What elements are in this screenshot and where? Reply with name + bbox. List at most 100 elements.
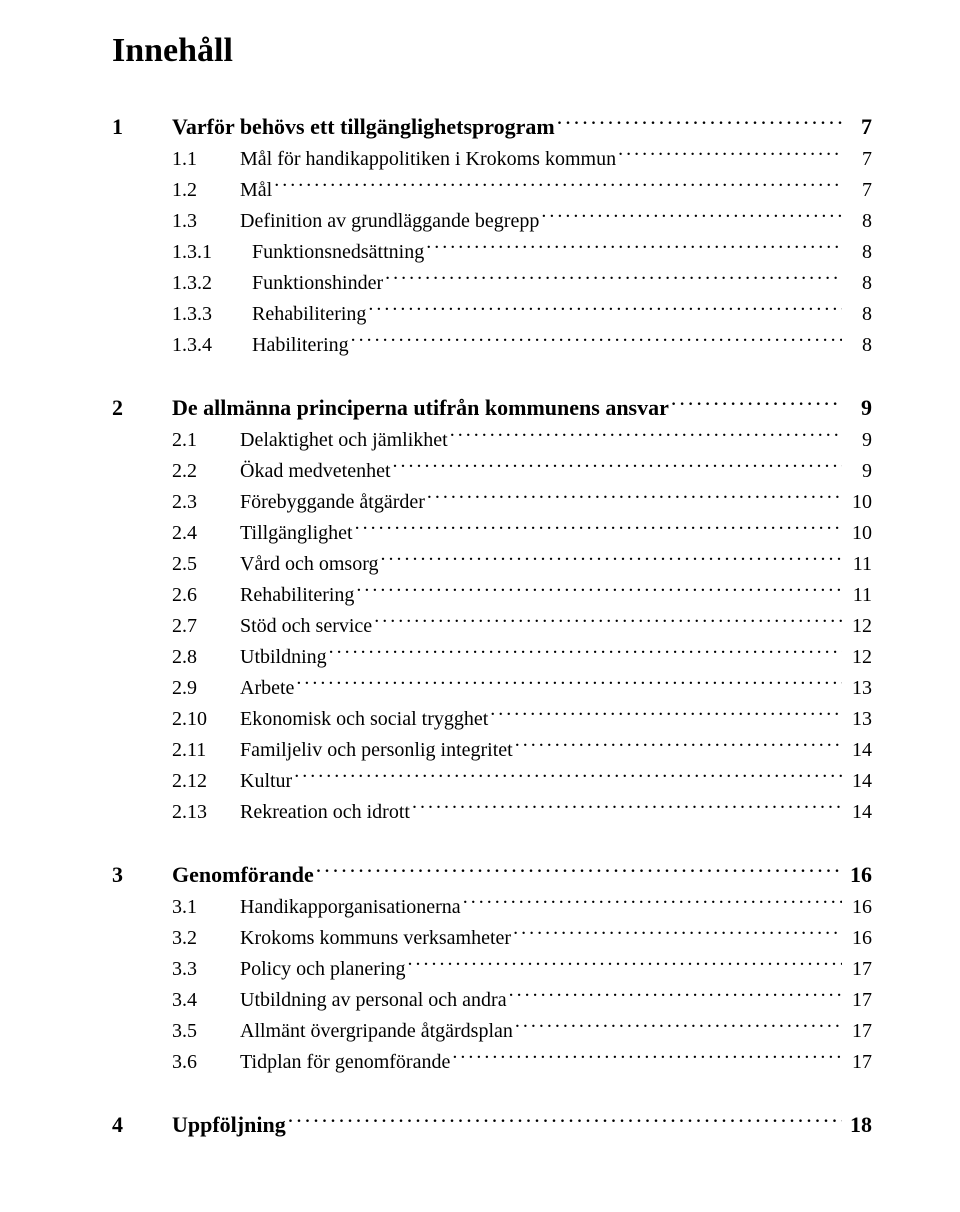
toc-entry-number: 2.12 — [112, 766, 240, 797]
toc-entry-page: 17 — [844, 985, 872, 1016]
toc-leader — [274, 176, 842, 196]
toc-entry: 1.1Mål för handikappolitiken i Krokoms k… — [112, 144, 872, 175]
toc-leader — [509, 986, 842, 1006]
toc-leader — [427, 488, 842, 508]
toc-entry-number: 1.3.1 — [112, 237, 252, 268]
toc-entry-number: 2 — [112, 391, 172, 425]
toc-entry: 2.4Tillgänglighet10 — [112, 518, 872, 549]
toc-entry: 3.2Krokoms kommuns verksamheter16 — [112, 923, 872, 954]
toc-entry: 1.3.4Habilitering8 — [112, 330, 872, 361]
toc-leader — [356, 581, 842, 601]
toc-entry-number: 4 — [112, 1108, 172, 1142]
toc-entry-page: 7 — [844, 175, 872, 206]
toc-leader — [329, 643, 842, 663]
toc-entry-page: 8 — [844, 330, 872, 361]
table-of-contents: 1Varför behövs ett tillgänglighetsprogra… — [112, 110, 872, 1142]
toc-entry: 2.12Kultur14 — [112, 766, 872, 797]
toc-leader — [316, 860, 842, 882]
toc-entry-page: 9 — [844, 456, 872, 487]
toc-entry-number: 2.8 — [112, 642, 240, 673]
toc-entry: 2.5Vård och omsorg11 — [112, 549, 872, 580]
toc-entry-label: Policy och planering — [240, 954, 406, 985]
toc-leader — [296, 674, 842, 694]
toc-entry-page: 13 — [844, 673, 872, 704]
toc-entry: 1.3Definition av grundläggande begrepp8 — [112, 206, 872, 237]
toc-leader — [541, 207, 842, 227]
toc-leader — [355, 519, 842, 539]
toc-entry-number: 3.2 — [112, 923, 240, 954]
toc-entry-page: 17 — [844, 1016, 872, 1047]
toc-entry-number: 1.3 — [112, 206, 240, 237]
toc-leader — [408, 955, 842, 975]
toc-entry: 1.2Mål7 — [112, 175, 872, 206]
toc-entry: 3.1Handikapporganisationerna16 — [112, 892, 872, 923]
toc-leader — [426, 238, 842, 258]
toc-entry: 2.11Familjeliv och personlig integritet1… — [112, 735, 872, 766]
toc-entry-number: 1.1 — [112, 144, 240, 175]
toc-entry-label: Utbildning av personal och andra — [240, 985, 507, 1016]
toc-entry-number: 2.5 — [112, 549, 240, 580]
toc-section: 3Genomförande163.1Handikapporganisatione… — [112, 858, 872, 1078]
toc-entry-number: 3.3 — [112, 954, 240, 985]
toc-entry-label: Tillgänglighet — [240, 518, 353, 549]
toc-entry-label: Utbildning — [240, 642, 327, 673]
toc-entry-number: 1.3.2 — [112, 268, 252, 299]
toc-entry-page: 12 — [844, 642, 872, 673]
toc-entry: 2.13Rekreation och idrott14 — [112, 797, 872, 828]
toc-entry-page: 11 — [844, 549, 872, 580]
toc-entry-label: Mål för handikappolitiken i Krokoms komm… — [240, 144, 616, 175]
toc-entry-label: Kultur — [240, 766, 292, 797]
toc-entry-page: 17 — [844, 1047, 872, 1078]
toc-entry-label: Allmänt övergripande åtgärdsplan — [240, 1016, 513, 1047]
toc-leader — [374, 612, 842, 632]
toc-entry-page: 16 — [844, 923, 872, 954]
toc-entry-page: 8 — [844, 299, 872, 330]
toc-entry-page: 12 — [844, 611, 872, 642]
toc-entry-label: Genomförande — [172, 858, 314, 892]
toc-leader — [294, 767, 842, 787]
toc-entry-page: 7 — [844, 110, 872, 144]
toc-leader — [490, 705, 842, 725]
toc-entry-page: 10 — [844, 487, 872, 518]
toc-entry-page: 13 — [844, 704, 872, 735]
toc-entry-label: Tidplan för genomförande — [240, 1047, 450, 1078]
toc-section: 2De allmänna principerna utifrån kommune… — [112, 391, 872, 828]
toc-leader — [557, 112, 842, 134]
toc-leader — [288, 1110, 842, 1132]
toc-entry: 2.3Förebyggande åtgärder10 — [112, 487, 872, 518]
toc-section: 4Uppföljning18 — [112, 1108, 872, 1142]
toc-entry-number: 2.13 — [112, 797, 240, 828]
toc-entry-label: Funktionsnedsättning — [252, 237, 424, 268]
toc-leader — [671, 393, 842, 415]
toc-entry-label: Rekreation och idrott — [240, 797, 410, 828]
toc-entry: 3.6Tidplan för genomförande 17 — [112, 1047, 872, 1078]
toc-entry-label: Stöd och service — [240, 611, 372, 642]
toc-entry-number: 2.6 — [112, 580, 240, 611]
toc-entry-page: 10 — [844, 518, 872, 549]
toc-entry-number: 2.7 — [112, 611, 240, 642]
toc-entry-label: Habilitering — [252, 330, 349, 361]
toc-entry-number: 3.6 — [112, 1047, 240, 1078]
toc-entry: 1.3.2Funktionshinder8 — [112, 268, 872, 299]
toc-entry: 1Varför behövs ett tillgänglighetsprogra… — [112, 110, 872, 144]
toc-leader — [618, 145, 842, 165]
toc-leader — [463, 893, 842, 913]
toc-entry: 2.6Rehabilitering11 — [112, 580, 872, 611]
toc-section: 1Varför behövs ett tillgänglighetsprogra… — [112, 110, 872, 361]
toc-entry-label: Uppföljning — [172, 1108, 286, 1142]
toc-entry: 2.1Delaktighet och jämlikhet9 — [112, 425, 872, 456]
toc-entry: 2.10Ekonomisk och social trygghet13 — [112, 704, 872, 735]
toc-leader — [412, 798, 842, 818]
toc-entry-label: Familjeliv och personlig integritet — [240, 735, 513, 766]
toc-entry: 2.2Ökad medvetenhet9 — [112, 456, 872, 487]
toc-entry: 2.9Arbete13 — [112, 673, 872, 704]
toc-entry-page: 16 — [844, 858, 872, 892]
toc-entry-label: Arbete — [240, 673, 294, 704]
toc-entry: 1.3.3Rehabilitering8 — [112, 299, 872, 330]
toc-leader — [452, 1048, 842, 1068]
toc-entry: 3.4Utbildning av personal och andra17 — [112, 985, 872, 1016]
toc-entry-page: 11 — [844, 580, 872, 611]
toc-leader — [385, 269, 842, 289]
toc-leader — [450, 426, 842, 446]
toc-entry-label: Funktionshinder — [252, 268, 383, 299]
